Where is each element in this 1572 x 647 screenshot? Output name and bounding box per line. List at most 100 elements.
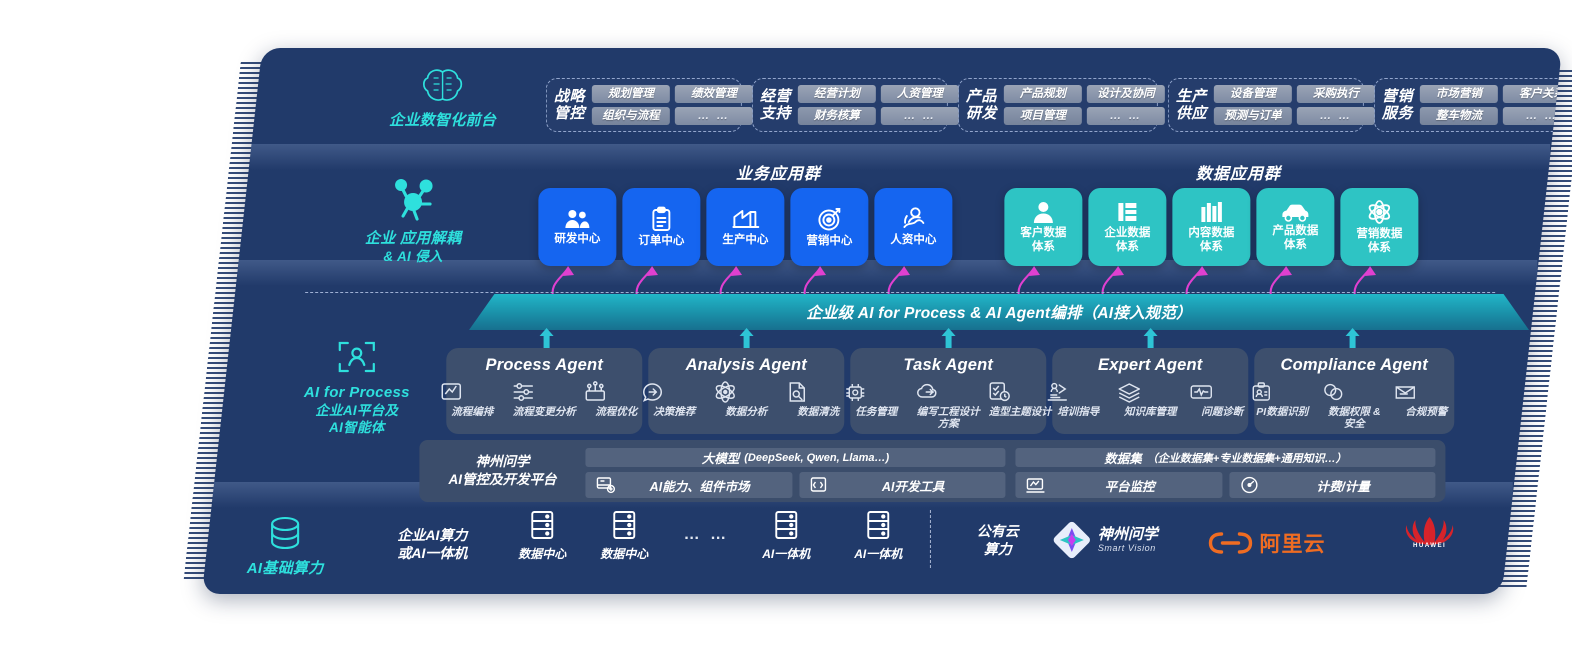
vendor-huawei[interactable]: HUAWEI (1375, 514, 1485, 553)
data-card-product[interactable]: 产品数据 体系 (1256, 188, 1335, 266)
chip[interactable]: 预测与订单 (1213, 107, 1292, 125)
agent-item[interactable]: PI数据识别 (1249, 379, 1315, 431)
top-group-product-rd[interactable]: 产品 研发 产品规划 设计及协同 项目管理 … … (957, 78, 1165, 132)
app-card-marketing-center[interactable]: 营销中心 (790, 188, 869, 266)
agent-item[interactable]: 任务管理 (843, 379, 909, 431)
platform-left-column: 大模型 (DeepSeek, Qwen, Llama…) AI能力、组件市场 (585, 448, 1006, 498)
infra-enterprise-text: 企业AI算力 或AI一体机 (397, 527, 468, 562)
agent-item-label: 决策推荐 (653, 406, 696, 418)
agent-item[interactable]: 问题诊断 (1189, 379, 1255, 419)
infra-node-datacenter-1[interactable]: 数据中心 (504, 510, 580, 562)
speech-bubble-icon (642, 383, 663, 402)
agent-title: Expert Agent (1098, 356, 1203, 374)
sliders-icon (513, 383, 534, 401)
agent-item[interactable]: 培训指导 (1045, 379, 1111, 419)
biz-group-heading: 业务应用群 (735, 166, 821, 183)
agent-item-label: 数据权限 & 安全 (1328, 406, 1381, 430)
agent-card-analysis[interactable]: Analysis Agent 决策推荐 (642, 348, 845, 434)
chip[interactable]: 人资管理 (880, 85, 959, 103)
chip[interactable]: 组织与流程 (591, 107, 670, 125)
chip[interactable]: 设备管理 (1213, 85, 1292, 103)
data-card-content[interactable]: 内容数据 体系 (1172, 188, 1251, 266)
chip[interactable]: 项目管理 (1003, 107, 1082, 125)
agent-item[interactable]: 决策推荐 (641, 379, 707, 419)
top-group-title: 生产 供应 (1175, 87, 1207, 122)
agent-card-expert[interactable]: Expert Agent 培训指导 知识库管 (1047, 348, 1249, 434)
agent-item[interactable]: 流程编排 (439, 379, 505, 419)
platform-cell-devtool[interactable]: AI开发工具 (798, 472, 1006, 498)
top-group-marketing-service[interactable]: 营销 服务 市场营销 客户关系 整车物流 … … (1373, 78, 1563, 132)
data-card-customer[interactable]: 客户数据 体系 (1004, 188, 1083, 266)
agent-card-task[interactable]: Task Agent 任务管理 (846, 348, 1052, 434)
agent-item[interactable]: 数据清洗 (785, 379, 851, 419)
agent-item[interactable]: 知识库管理 (1117, 379, 1183, 419)
agent-item[interactable]: 编写工程设计方案 (915, 379, 981, 431)
chip[interactable]: 经营计划 (797, 85, 876, 103)
platform-dataset-label: 数据集 (1104, 452, 1142, 466)
chip[interactable]: 采购执行 (1296, 85, 1375, 103)
chip[interactable]: 绩效管理 (674, 85, 753, 103)
smart-vision-logo (1053, 521, 1090, 559)
infra-public-cloud-label: 公有云 算力 (948, 522, 1048, 558)
server-icon (867, 511, 890, 539)
platform-cell-billing[interactable]: 计费/计量 (1228, 472, 1436, 498)
platform-llm-bar[interactable]: 大模型 (DeepSeek, Qwen, Llama…) (585, 448, 1006, 467)
users-icon (565, 209, 590, 228)
data-card-marketing[interactable]: 营销数据 体系 (1340, 188, 1419, 266)
chip[interactable]: 设计及协同 (1086, 85, 1165, 103)
chip-more[interactable]: … … (1502, 107, 1563, 125)
data-card-label: 营销数据 体系 (1356, 228, 1403, 254)
chip[interactable]: 规划管理 (591, 85, 670, 103)
app-card-production-center[interactable]: 生产中心 (706, 188, 785, 266)
infra-node-datacenter-2[interactable]: 数据中心 (586, 510, 662, 562)
chip[interactable]: 整车物流 (1419, 107, 1498, 125)
agent-item[interactable]: 数据分析 (713, 379, 779, 419)
agent-card-compliance[interactable]: Compliance Agent PI数据识别 数据权限 & 安全 (1252, 348, 1455, 434)
agent-item-label: PI数据识别 (1256, 406, 1309, 418)
top-group-operations[interactable]: 经营 支持 经营计划 人资管理 财务核算 … … (751, 78, 959, 132)
doc-check-clock-icon (989, 382, 1010, 402)
infra-node-aimachine-2[interactable]: AI一体机 (840, 510, 916, 562)
app-card-order-center[interactable]: 订单中心 (622, 188, 701, 266)
chip[interactable]: 客户关系 (1502, 85, 1563, 103)
vendor-alibaba-cloud[interactable]: 阿里云 (1207, 528, 1397, 558)
huawei-logo: HUAWEI (1405, 517, 1454, 549)
chip-more[interactable]: … … (674, 107, 753, 125)
chip-more[interactable]: … … (880, 107, 959, 125)
agent-title: Task Agent (903, 356, 994, 374)
agent-item[interactable]: 合规预警 (1393, 379, 1459, 431)
atom-icon (715, 381, 735, 403)
chip[interactable]: 市场营销 (1419, 85, 1498, 103)
chip-more[interactable]: … … (1296, 107, 1375, 125)
top-group-title: 营销 服务 (1381, 87, 1413, 122)
task-node-icon (846, 384, 865, 401)
app-card-rd-center[interactable]: 研发中心 (538, 188, 617, 266)
chip[interactable]: 产品规划 (1003, 85, 1082, 103)
agent-item[interactable]: 流程变更分析 (511, 379, 577, 419)
platform-llm-sub: (DeepSeek, Qwen, Llama…) (744, 451, 890, 464)
data-card-enterprise[interactable]: 企业数据 体系 (1088, 188, 1167, 266)
platform-llm-label: 大模型 (701, 452, 740, 466)
top-group-production-supply[interactable]: 生产 供应 设备管理 采购执行 预测与订单 … … (1167, 78, 1375, 132)
platform-cell-label: AI能力、组件市场 (649, 479, 750, 494)
agent-card-process[interactable]: Process Agent 流程编排 流程变更分析 (441, 348, 643, 434)
platform-cell-market[interactable]: AI能力、组件市场 (585, 472, 792, 498)
agent-item[interactable]: 造型主题设计 (987, 379, 1053, 431)
platform-cell-monitor[interactable]: 平台监控 (1015, 472, 1222, 498)
agent-item[interactable]: 流程优化 (583, 379, 649, 419)
platform-dataset-bar[interactable]: 数据集 （企业数据集+专业数据集+通用知识…） (1015, 448, 1436, 467)
rail-item-front: 企业数智化前台 (353, 66, 533, 131)
infra-node-label: 数据中心 (600, 547, 649, 561)
shield-clouds-icon (1324, 383, 1343, 401)
app-card-hr-center[interactable]: 人资中心 (874, 188, 953, 266)
top-group-strategy[interactable]: 战略 管控 规划管理 绩效管理 组织与流程 … … (545, 78, 753, 132)
chip[interactable]: 财务核算 (797, 107, 876, 125)
ai-platform-panel[interactable]: 神州问学 AI管控及开发平台 大模型 (DeepSeek, Qwen, Llam… (419, 440, 1446, 502)
agent-item-label: 培训指导 (1057, 406, 1100, 418)
cloud-gear-icon (917, 383, 937, 398)
chip-more[interactable]: … … (1086, 107, 1165, 125)
agent-item[interactable]: 数据权限 & 安全 (1321, 379, 1387, 431)
infra-node-aimachine-1[interactable]: AI一体机 (748, 510, 824, 562)
vendor-smart-vision[interactable]: 神州问学 Smart Vision (1052, 520, 1232, 560)
